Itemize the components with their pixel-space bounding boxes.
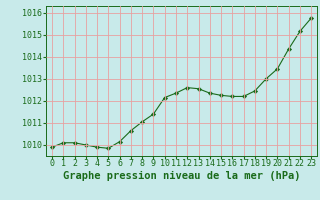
X-axis label: Graphe pression niveau de la mer (hPa): Graphe pression niveau de la mer (hPa) — [63, 171, 300, 181]
